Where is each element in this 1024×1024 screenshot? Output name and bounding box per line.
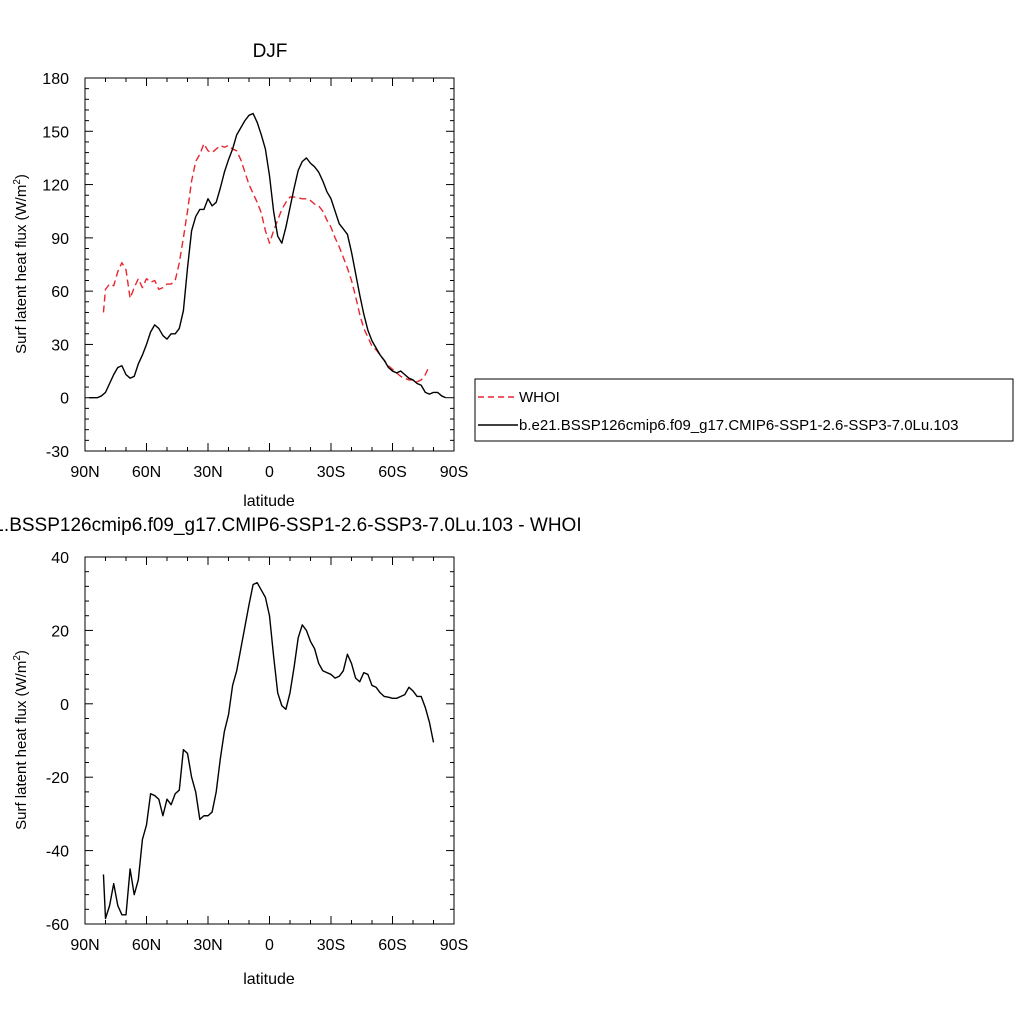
bottom-chart-title: b.e21.BSSP126cmip6.f09_g17.CMIP6-SSP1-2.… — [0, 515, 582, 536]
y-tick-label: 30 — [51, 337, 69, 354]
top-chart-title: DJF — [253, 41, 288, 62]
y-tick-label: 120 — [42, 178, 69, 195]
series-line-difference — [102, 581, 435, 920]
x-tick-label: 30N — [193, 464, 222, 481]
bottom-y-axis-label-close: ) — [13, 650, 30, 655]
bottom-y-ticks: -60 -40 -20 0 20 40 — [46, 550, 454, 934]
x-tick-label: 60S — [378, 937, 406, 954]
top-y-axis-label-close: ) — [13, 174, 30, 179]
bottom-y-axis-label-sup: 2 — [12, 655, 23, 661]
y-tick-label: 0 — [60, 391, 69, 408]
x-tick-label: 30S — [317, 464, 345, 481]
bottom-x-ticks: 90N 60N 30N 0 30S 60S 90S — [70, 557, 468, 954]
y-tick-label: 20 — [51, 623, 69, 640]
top-series — [89, 112, 447, 399]
bottom-chart: b.e21.BSSP126cmip6.f09_g17.CMIP6-SSP1-2.… — [0, 515, 582, 988]
bottom-series — [102, 581, 435, 920]
x-tick-label: 60S — [378, 464, 406, 481]
top-y-ticks: -30 0 30 60 90 120 150 180 — [42, 71, 454, 461]
legend-box — [474, 378, 1014, 442]
series-line-whoi — [102, 143, 431, 383]
y-tick-label: -60 — [46, 917, 69, 934]
x-tick-label: 60N — [132, 464, 161, 481]
top-x-ticks: 90N 60N 30N 0 30S 60S 90S — [70, 78, 468, 481]
y-tick-label: 150 — [42, 124, 69, 141]
top-chart: DJF -30 0 30 60 90 120 150 180 90N 60N 30N 0 30S 60S… — [12, 41, 468, 510]
top-y-axis-label-sup: 2 — [12, 179, 23, 185]
y-tick-label: -40 — [46, 844, 69, 861]
x-tick-label: 30N — [193, 937, 222, 954]
top-x-axis-label: latitude — [243, 493, 295, 510]
legend-label-model: b.e21.BSSP126cmip6.f09_g17.CMIP6-SSP1-2.… — [519, 417, 958, 434]
y-tick-label: 180 — [42, 71, 69, 88]
series-line-model — [89, 112, 447, 399]
bottom-x-axis-label: latitude — [243, 971, 295, 988]
x-tick-label: 0 — [265, 937, 274, 954]
y-tick-label: -20 — [46, 770, 69, 787]
legend: WHOI b.e21.BSSP126cmip6.f09_g17.CMIP6-SS… — [474, 378, 1014, 442]
x-tick-label: 90N — [70, 464, 99, 481]
x-tick-label: 60N — [132, 937, 161, 954]
y-tick-label: 60 — [51, 284, 69, 301]
x-tick-label: 90S — [440, 937, 468, 954]
bottom-y-axis-label-main: Surf latent heat flux (W/m — [13, 661, 30, 830]
legend-label-whoi: WHOI — [519, 389, 560, 406]
top-y-axis-label: Surf latent heat flux (W/m2) — [12, 174, 30, 354]
x-tick-label: 30S — [317, 937, 345, 954]
y-tick-label: 90 — [51, 231, 69, 248]
y-tick-label: -30 — [46, 444, 69, 461]
x-tick-label: 90N — [70, 937, 99, 954]
x-tick-label: 90S — [440, 464, 468, 481]
bottom-y-axis-label: Surf latent heat flux (W/m2) — [12, 650, 30, 830]
bottom-plot-frame — [84, 556, 455, 925]
y-tick-label: 0 — [60, 697, 69, 714]
top-y-axis-label-main: Surf latent heat flux (W/m — [13, 185, 30, 354]
y-tick-label: 40 — [51, 550, 69, 567]
top-plot-frame — [84, 77, 455, 452]
x-tick-label: 0 — [265, 464, 274, 481]
